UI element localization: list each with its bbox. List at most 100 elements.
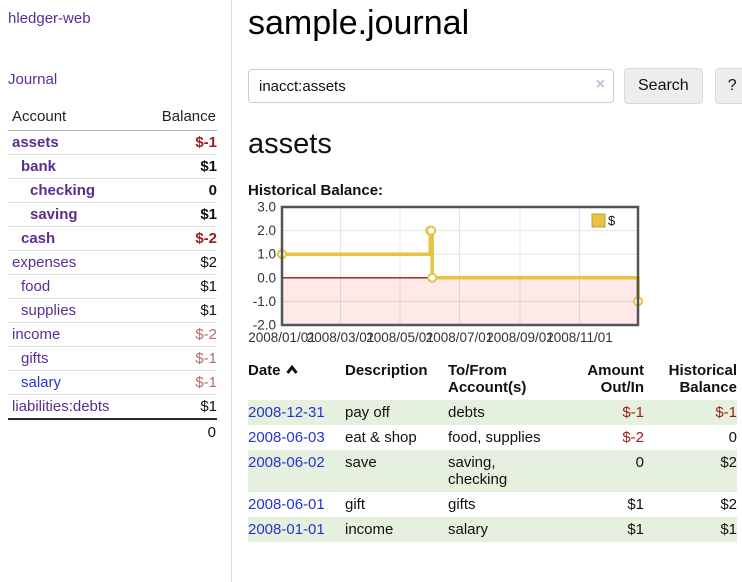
- register-row: 2008-06-03 eat & shop food, supplies $-2 0: [248, 425, 737, 450]
- register-table: Date Description To/From Account(s) Amou…: [248, 358, 737, 542]
- svg-text:2.0: 2.0: [257, 223, 276, 238]
- register-amount: 0: [635, 454, 644, 471]
- app-title: hledger-web: [8, 10, 217, 27]
- register-accounts: food, supplies: [448, 429, 541, 446]
- svg-text:$: $: [608, 213, 616, 228]
- register-table-body: 2008-12-31 pay off debts $-1 $-1 2008-06-03 ea…: [248, 400, 737, 542]
- account-row: saving $1: [8, 202, 217, 227]
- account-balance: $1: [140, 202, 217, 227]
- register-description: income: [345, 521, 394, 538]
- register-row: 2008-01-01 income salary $1 $1: [248, 517, 737, 542]
- register-header-date-label: Date: [248, 362, 281, 379]
- accounts-table-body: assets $-1 bank $1 checking 0 saving $1 cash $-2 e…: [8, 131, 217, 419]
- account-row: assets $-1: [8, 131, 217, 155]
- register-balance: $-1: [715, 404, 737, 421]
- accounts-table: Account Balance assets $-1 bank $1 checking 0…: [8, 106, 217, 445]
- account-link-food[interactable]: food: [21, 278, 51, 295]
- svg-text:-2.0: -2.0: [253, 318, 276, 333]
- account-link-gifts[interactable]: gifts: [21, 350, 49, 367]
- svg-text:0.0: 0.0: [257, 270, 276, 285]
- account-link-liabilities-debts[interactable]: liabilities:debts: [12, 398, 110, 415]
- account-balance: $1: [140, 274, 217, 299]
- register-date-cell: 2008-06-02: [248, 450, 345, 492]
- spacer: [8, 418, 141, 445]
- register-balance: $1: [720, 521, 737, 538]
- register-balance: 0: [728, 429, 737, 446]
- account-row: supplies $1: [8, 298, 217, 323]
- account-balance: $2: [140, 250, 217, 275]
- sidebar: hledger-web Journal Account Balance asse…: [0, 0, 232, 582]
- accounts-header-account: Account: [8, 106, 141, 131]
- register-amount: $1: [627, 521, 644, 538]
- register-accounts: gifts: [448, 496, 476, 513]
- register-amount: $-1: [622, 404, 644, 421]
- register-date-cell: 2008-06-03: [248, 425, 345, 450]
- account-row: food $1: [8, 274, 217, 299]
- account-row: income $-2: [8, 322, 217, 347]
- clear-search-icon[interactable]: ×: [595, 76, 605, 93]
- help-button[interactable]: ?: [714, 68, 742, 104]
- account-cell: checking: [8, 178, 141, 203]
- register-description: save: [345, 454, 377, 471]
- register-date-link[interactable]: 2008-06-03: [248, 429, 325, 446]
- register-amount: $-2: [622, 429, 644, 446]
- register-accounts: saving, checking: [448, 454, 508, 488]
- search-button[interactable]: Search: [624, 68, 703, 104]
- account-link-bank[interactable]: bank: [21, 158, 57, 175]
- account-cell: salary: [8, 370, 141, 395]
- account-balance: $1: [140, 154, 217, 179]
- account-link-salary[interactable]: salary: [21, 374, 62, 391]
- register-date-cell: 2008-01-01: [248, 517, 345, 542]
- register-date-cell: 2008-06-01: [248, 492, 345, 517]
- account-cell: saving: [8, 202, 141, 227]
- register-balance: $2: [720, 454, 737, 471]
- svg-text:1.0: 1.0: [257, 247, 276, 262]
- account-cell: income: [8, 322, 141, 347]
- accounts-total-row: 0: [8, 418, 217, 445]
- account-link-income[interactable]: income: [12, 326, 61, 343]
- svg-text:2008/01/01: 2008/01/01: [248, 330, 316, 345]
- register-header-description: Description: [345, 362, 428, 379]
- register-date-link[interactable]: 2008-06-01: [248, 496, 325, 513]
- account-row: liabilities:debts $1: [8, 394, 217, 419]
- svg-text:-1.0: -1.0: [253, 294, 276, 309]
- account-link-assets[interactable]: assets: [12, 134, 59, 151]
- account-row: cash $-2: [8, 226, 217, 251]
- account-link-supplies[interactable]: supplies: [21, 302, 77, 319]
- account-row: salary $-1: [8, 370, 217, 395]
- sort-ascending-icon: [285, 362, 299, 379]
- register-header-balance: Historical Balance: [668, 362, 737, 396]
- register-date-link[interactable]: 2008-12-31: [248, 404, 325, 421]
- register-date-cell: 2008-12-31: [248, 400, 345, 425]
- account-link-saving[interactable]: saving: [30, 206, 78, 223]
- account-cell: expenses: [8, 250, 141, 275]
- account-cell: food: [8, 274, 141, 299]
- main-content: sample.journal × Search ? assets Histori…: [232, 0, 742, 582]
- account-link-checking[interactable]: checking: [30, 182, 96, 199]
- search-input[interactable]: [248, 69, 614, 103]
- register-accounts: debts: [448, 404, 485, 421]
- account-row: checking 0: [8, 178, 217, 203]
- account-cell: supplies: [8, 298, 141, 323]
- register-header-accounts: To/From Account(s): [448, 362, 527, 396]
- register-date-link[interactable]: 2008-06-02: [248, 454, 325, 471]
- register-header-row: Date Description To/From Account(s) Amou…: [248, 358, 737, 400]
- register-date-link[interactable]: 2008-01-01: [248, 521, 325, 538]
- sidebar-item-journal[interactable]: Journal: [8, 71, 58, 88]
- search-box: ×: [248, 69, 614, 103]
- svg-text:2008/09/01: 2008/09/01: [486, 330, 554, 345]
- account-balance: $-1: [140, 346, 217, 371]
- account-balance: $1: [140, 298, 217, 323]
- account-balance: $-2: [140, 322, 217, 347]
- account-page-title: assets: [248, 128, 332, 160]
- register-header-amount: Amount Out/In: [587, 362, 644, 396]
- app-title-link[interactable]: hledger-web: [8, 10, 91, 27]
- account-link-cash[interactable]: cash: [21, 230, 56, 247]
- search-form: × Search ?: [248, 68, 742, 104]
- accounts-total-value: 0: [140, 418, 217, 445]
- account-link-expenses[interactable]: expenses: [12, 254, 77, 271]
- account-row: gifts $-1: [8, 346, 217, 371]
- svg-text:3.0: 3.0: [257, 202, 276, 215]
- account-balance: 0: [140, 178, 217, 203]
- register-row: 2008-12-31 pay off debts $-1 $-1: [248, 400, 737, 425]
